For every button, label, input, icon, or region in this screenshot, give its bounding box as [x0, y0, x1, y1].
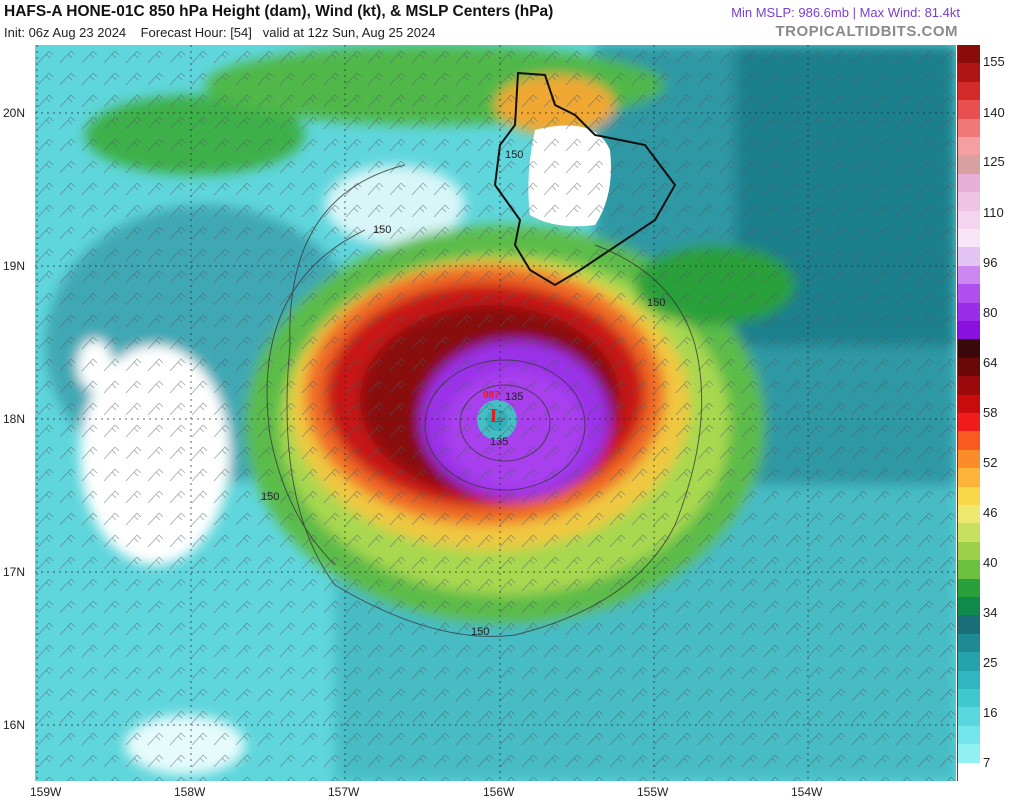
lat-label: 19N: [3, 259, 26, 273]
contour-label: 150: [373, 224, 391, 236]
chart-title: HAFS-A HONE-01C 850 hPa Height (dam), Wi…: [4, 3, 554, 20]
colorbar-label: 25: [983, 655, 998, 670]
height-contours: [266, 164, 703, 637]
lon-label: 155W: [637, 785, 669, 799]
lat-label: 17N: [3, 565, 26, 579]
colorbar-segment: [958, 192, 980, 212]
colorbar-segment: [958, 431, 980, 451]
colorbar-segment: [958, 523, 980, 543]
map-svg: 150 150 150 150 150 135 135 L 987: [35, 45, 956, 781]
storm-pressure-label: 987: [483, 390, 500, 401]
colorbar-label: 58: [983, 405, 998, 420]
colorbar-segment: [958, 486, 980, 506]
colorbar-segment: [958, 155, 980, 175]
colorbar-segment: [958, 81, 980, 101]
colorbar-segment: [958, 725, 980, 745]
colorbar-segment: [958, 210, 980, 230]
colorbar-segment: [958, 578, 980, 598]
colorbar-label: 7: [983, 755, 991, 770]
contour-label: 135: [505, 391, 523, 403]
colorbar-segment: [958, 247, 980, 267]
graticule: [35, 45, 956, 781]
subtitle-line: Init: 06z Aug 23 2024 Forecast Hour: [54…: [4, 25, 435, 40]
lon-label: 158W: [174, 785, 206, 799]
colorbar-label: 40: [983, 555, 998, 570]
island-coastline: [493, 71, 677, 287]
contour-label: 150: [471, 626, 489, 638]
colorbar-label: 96: [983, 255, 998, 270]
colorbar-segment: [958, 321, 980, 340]
colorbar-label: 110: [983, 205, 1004, 220]
colorbar-segment: [958, 357, 980, 377]
lat-label: 20N: [3, 106, 26, 120]
colorbar-segment: [958, 376, 980, 396]
colorbar-segment: [958, 541, 980, 561]
contour-label: 150: [647, 297, 665, 309]
colorbar-segment: [958, 652, 980, 672]
colorbar-segment: [958, 173, 980, 193]
colorbar-segment: [958, 45, 980, 64]
colorbar-segment: [958, 707, 980, 727]
colorbar-segment: [958, 413, 980, 432]
init-time: Init: 06z Aug 23 2024: [4, 25, 127, 40]
colorbar-segment: [958, 762, 980, 782]
valid-time: valid at 12z Sun, Aug 25 2024: [262, 25, 436, 40]
colorbar-segment: [958, 744, 980, 764]
min-mslp: Min MSLP: 986.6mb: [731, 5, 849, 20]
colorbar-segment: [958, 137, 980, 156]
colorbar-segment: [958, 468, 980, 488]
lon-label: 154W: [791, 785, 823, 799]
colorbar-segment: [958, 63, 980, 83]
colorbar-label: 34: [983, 605, 998, 620]
colorbar-label: 46: [983, 505, 998, 520]
storm-stats: Min MSLP: 986.6mb | Max Wind: 81.4kt: [731, 5, 960, 20]
lon-label: 159W: [30, 785, 62, 799]
forecast-hour: Forecast Hour: [54]: [140, 25, 252, 40]
colorbar-segment: [958, 505, 980, 524]
header: HAFS-A HONE-01C 850 hPa Height (dam), Wi…: [0, 0, 1010, 46]
colorbar-segment: [958, 339, 980, 359]
lat-label: 16N: [3, 718, 26, 732]
lon-label: 156W: [483, 785, 515, 799]
colorbar-segment: [958, 633, 980, 653]
colorbar-label: 140: [983, 105, 1005, 120]
colorbar-label: 16: [983, 705, 998, 720]
colorbar-segment: [958, 615, 980, 635]
brand-watermark: TROPICALTIDBITS.COM: [775, 23, 958, 40]
colorbar-segment: [958, 229, 980, 248]
colorbar: [957, 45, 980, 782]
max-wind: Max Wind: 81.4kt: [859, 5, 960, 20]
colorbar-label: 155: [983, 54, 1005, 69]
map-panel[interactable]: 150 150 150 150 150 135 135 L 987: [35, 45, 956, 781]
colorbar-segment: [958, 265, 980, 285]
lat-label: 18N: [3, 412, 26, 426]
colorbar-label: 80: [983, 305, 998, 320]
storm-center-symbol: L: [490, 405, 503, 427]
contour-label: 150: [505, 149, 523, 161]
wind-barbs: [35, 45, 956, 781]
colorbar-segment: [958, 560, 980, 580]
colorbar-segment: [958, 100, 980, 120]
colorbar-label: 52: [983, 455, 998, 470]
colorbar-segment: [958, 394, 980, 414]
colorbar-segment: [958, 597, 980, 616]
colorbar-label: 64: [983, 355, 998, 370]
contour-labels: 150 150 150 150 150 135 135: [261, 149, 665, 638]
contour-label: 150: [261, 491, 279, 503]
colorbar-label: 125: [983, 154, 1005, 169]
lon-label: 157W: [328, 785, 360, 799]
colorbar-segment: [958, 284, 980, 304]
colorbar-segment: [958, 689, 980, 708]
colorbar-segment: [958, 670, 980, 690]
contour-label: 135: [490, 436, 508, 448]
colorbar-segment: [958, 118, 980, 138]
colorbar-segment: [958, 449, 980, 469]
colorbar-segment: [958, 302, 980, 322]
